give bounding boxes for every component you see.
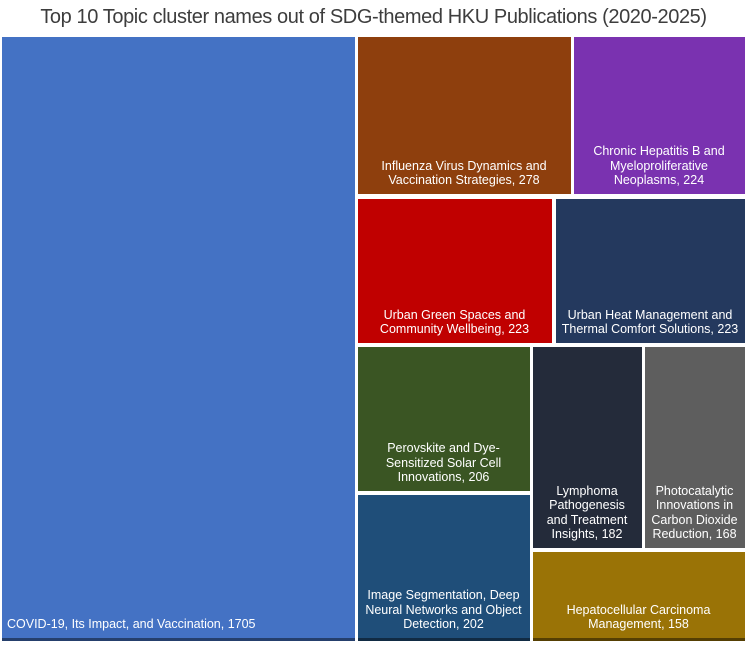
treemap-tile-3[interactable]: Urban Green Spaces and Community Wellbei… [358,199,552,343]
treemap-tile-6[interactable]: Image Segmentation, Deep Neural Networks… [358,495,530,638]
treemap-tile-8[interactable]: Photocatalytic Innovations in Carbon Dio… [645,347,745,548]
treemap-tile-7[interactable]: Lymphoma Pathogenesis and Treatment Insi… [533,347,642,548]
tile-label: Urban Green Spaces and Community Wellbei… [379,307,530,336]
chart-title: Top 10 Topic cluster names out of SDG-th… [40,6,707,28]
tile-label: COVID-19, Its Impact, and Vaccination, 1… [7,616,256,631]
treemap-tile-4[interactable]: Urban Heat Management and Thermal Comfor… [556,199,745,343]
treemap-tile-2[interactable]: Chronic Hepatitis B and Myeloproliferati… [574,37,745,194]
treemap-tile-1[interactable]: Influenza Virus Dynamics and Vaccination… [358,37,571,194]
tile-label: Urban Heat Management and Thermal Comfor… [561,307,739,336]
tile-label: Hepatocellular Carcinoma Management, 158 [566,602,711,631]
tile-label: Image Segmentation, Deep Neural Networks… [365,588,522,631]
tile-label: Influenza Virus Dynamics and Vaccination… [381,158,547,187]
tile-label: Photocatalytic Innovations in Carbon Dio… [651,484,738,541]
tile-label: Chronic Hepatitis B and Myeloproliferati… [593,144,725,187]
treemap-tile-5[interactable]: Perovskite and Dye-Sensitized Solar Cell… [358,347,530,491]
tile-label: Lymphoma Pathogenesis and Treatment Insi… [546,484,628,541]
treemap-tile-0[interactable]: COVID-19, Its Impact, and Vaccination, 1… [2,37,355,638]
tile-label: Perovskite and Dye-Sensitized Solar Cell… [385,441,502,484]
treemap-tile-9[interactable]: Hepatocellular Carcinoma Management, 158 [533,552,745,638]
